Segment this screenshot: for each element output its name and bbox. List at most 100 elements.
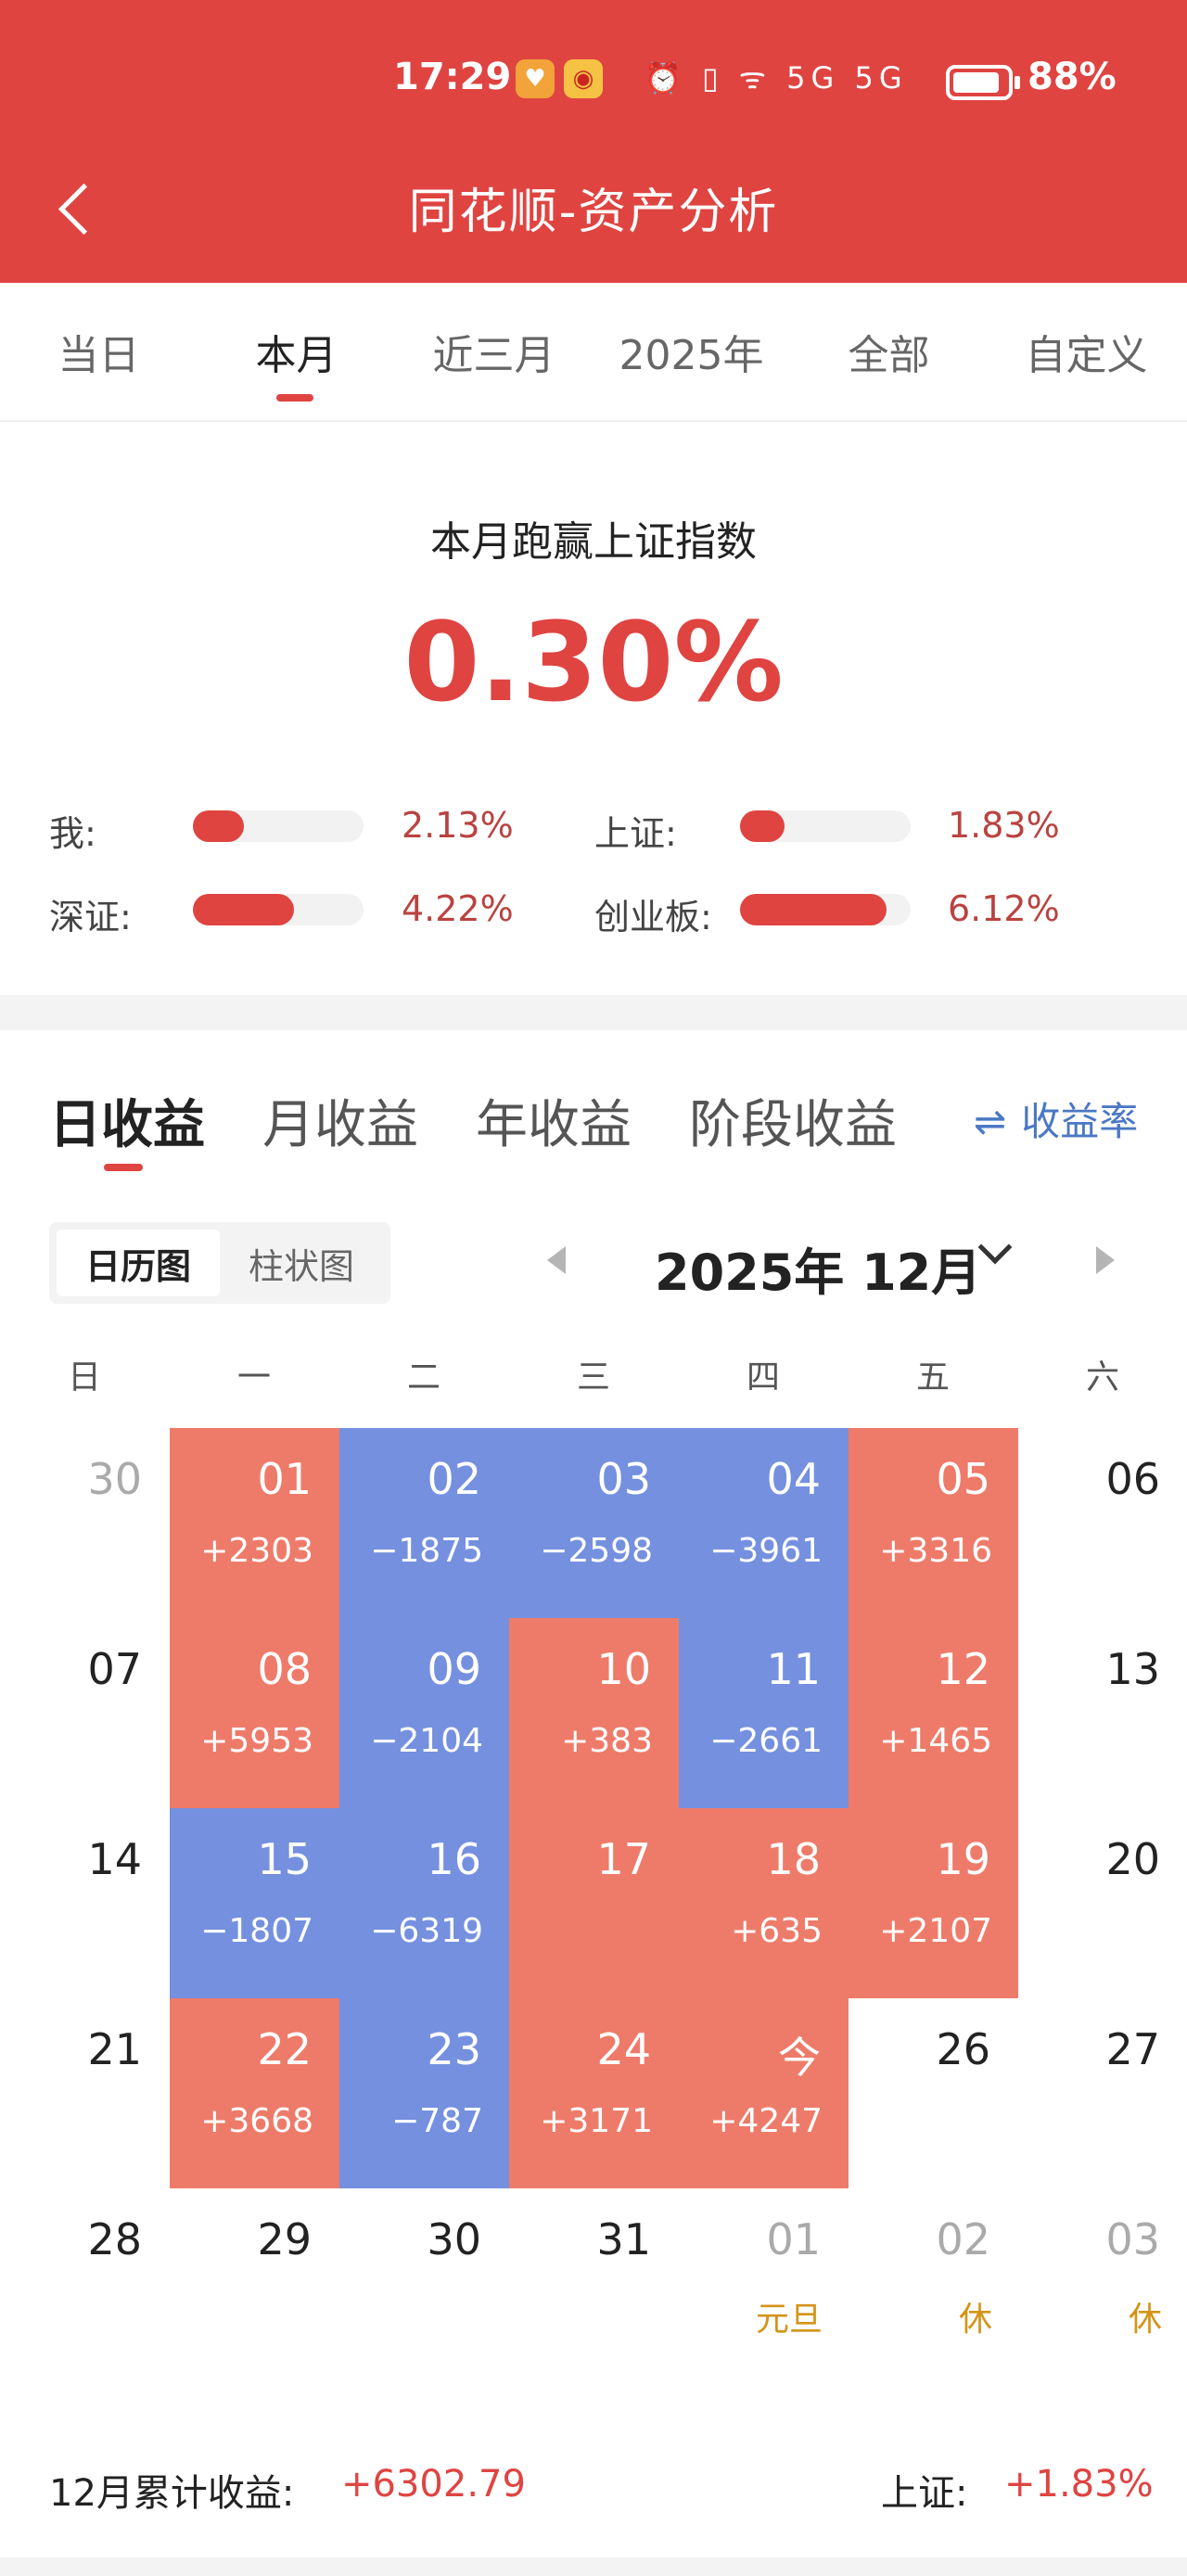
day-number: 03 — [596, 1454, 651, 1504]
day-profit-value: +383 — [561, 1722, 653, 1760]
weekday-mon: 一 — [236, 1358, 271, 1396]
calendar-day-cell[interactable]: 03 −2598 — [509, 1428, 679, 1618]
next-month-icon[interactable] — [1096, 1246, 1115, 1274]
day-number: 10 — [596, 1644, 651, 1694]
tab-stage-income[interactable]: 阶段收益 — [689, 1095, 897, 1155]
calendar-day-cell[interactable]: 03 休 — [1018, 2188, 1187, 2378]
calendar-day-cell[interactable]: 06 — [1018, 1428, 1187, 1618]
compare-label-me: 我: — [49, 813, 96, 854]
calendar-day-cell[interactable]: 02 −1875 — [339, 1428, 509, 1618]
calendar-day-cell[interactable]: 20 — [1018, 1808, 1187, 1998]
calendar-day-cell[interactable]: 07 — [0, 1618, 170, 1808]
calendar-day-cell[interactable]: 24 +3171 — [509, 1998, 679, 2188]
calendar-view-button[interactable]: 日历图 — [57, 1230, 220, 1296]
day-number: 20 — [1105, 1834, 1160, 1884]
day-number: 16 — [427, 1834, 481, 1884]
bar-chart-view-button[interactable]: 柱状图 — [248, 1245, 354, 1287]
month-selector[interactable]: 2025年 12月 — [655, 1243, 982, 1302]
tab-yearly-income[interactable]: 年收益 — [476, 1095, 632, 1155]
compare-value-shenzhen: 4.22% — [402, 888, 514, 929]
view-toggle: 日历图 柱状图 — [49, 1222, 390, 1304]
day-number: 15 — [257, 1834, 312, 1884]
calendar-day-cell[interactable]: 14 — [0, 1808, 170, 1998]
calendar-day-cell[interactable]: 26 — [849, 1998, 1018, 2188]
tab-today[interactable]: 当日 — [57, 332, 140, 379]
chevron-down-icon[interactable] — [977, 1230, 1013, 1265]
day-number: 30 — [87, 1454, 142, 1504]
battery-icon — [946, 65, 1013, 100]
calendar-day-cell[interactable]: 29 — [170, 2188, 339, 2378]
weekday-wed: 三 — [576, 1358, 610, 1396]
day-profit-value: +4247 — [709, 2102, 823, 2140]
weekday-tue: 二 — [406, 1358, 440, 1396]
calendar-day-cell[interactable]: 30 — [339, 2188, 509, 2378]
calendar-day-cell[interactable]: 04 −3961 — [679, 1428, 849, 1618]
calendar-day-cell[interactable]: 19 +2107 — [849, 1808, 1018, 1998]
calendar-day-cell[interactable]: 05 +3316 — [849, 1428, 1018, 1618]
day-profit-value: +2303 — [200, 1532, 313, 1570]
day-number: 12 — [936, 1644, 990, 1694]
day-profit-value: −3961 — [709, 1532, 823, 1570]
beat-value: 0.30% — [403, 598, 784, 726]
tab-monthly-income[interactable]: 月收益 — [262, 1095, 418, 1155]
compare-label-shenzhen: 深证: — [49, 897, 132, 937]
calendar-day-cell[interactable]: 27 — [1018, 1998, 1187, 2188]
calendar-day-cell[interactable]: 23 −787 — [339, 1998, 509, 2188]
status-time: 17:29 — [393, 56, 512, 98]
day-profit-value: +2107 — [879, 1912, 992, 1950]
compare-value-shanghai: 1.83% — [948, 805, 1060, 846]
weekday-thu: 四 — [746, 1358, 780, 1396]
day-number: 26 — [936, 2024, 990, 2074]
calendar-day-cell[interactable]: 30 — [0, 1428, 170, 1618]
day-profit-value: −1807 — [200, 1912, 313, 1950]
calendar-day-cell[interactable]: 11 −2661 — [679, 1618, 849, 1808]
calendar-day-cell[interactable]: 21 — [0, 1998, 170, 2188]
return-rate-link[interactable]: ⇌ 收益率 — [974, 1090, 1138, 1147]
tab-this-month[interactable]: 本月 — [255, 332, 338, 379]
compare-value-me: 2.13% — [402, 805, 514, 846]
heart-app-icon: ♥ — [516, 59, 555, 98]
tab-custom[interactable]: 自定义 — [1025, 332, 1148, 379]
calendar-day-cell[interactable]: 今 +4247 — [679, 1998, 849, 2188]
day-number: 06 — [1105, 1454, 1160, 1504]
weekday-sun: 日 — [67, 1358, 101, 1396]
day-number: 24 — [596, 2024, 651, 2074]
calendar-day-cell[interactable]: 01 +2303 — [170, 1428, 339, 1618]
calendar-day-cell[interactable]: 08 +5953 — [170, 1618, 339, 1808]
weibo-app-icon: ◉ — [564, 59, 603, 98]
compare-label-shanghai: 上证: — [594, 813, 677, 854]
day-number: 08 — [257, 1644, 312, 1694]
active-tab-indicator — [276, 394, 313, 402]
day-profit-value: −787 — [391, 2102, 483, 2140]
calendar-day-cell[interactable]: 02 休 — [849, 2188, 1018, 2378]
day-profit-value: −2104 — [370, 1722, 483, 1760]
day-number: 09 — [427, 1644, 481, 1694]
app-header: 17:29 ♥ ◉ ⏰ ▯ ᯤ 5G 5G 88% 同花顺-资产分析 — [0, 0, 1187, 283]
day-number: 19 — [936, 1834, 990, 1884]
compare-bar-chinext — [740, 894, 911, 925]
calendar-day-cell[interactable]: 28 — [0, 2188, 170, 2378]
tab-all[interactable]: 全部 — [848, 332, 930, 379]
prev-month-icon[interactable] — [547, 1246, 566, 1274]
compare-bar-shanghai — [740, 810, 911, 842]
day-number: 02 — [936, 2214, 990, 2264]
holiday-note: 休 — [958, 2301, 992, 2339]
compare-bar-shenzhen — [193, 894, 364, 925]
calendar-day-cell[interactable]: 09 −2104 — [339, 1618, 509, 1808]
calendar-day-cell[interactable]: 12 +1465 — [849, 1618, 1018, 1808]
day-number: 31 — [596, 2214, 651, 2264]
tab-three-months[interactable]: 近三月 — [432, 332, 555, 379]
calendar-day-cell[interactable]: 16 −6319 — [339, 1808, 509, 1998]
calendar-day-cell[interactable]: 18 +635 — [679, 1808, 849, 1998]
calendar-day-cell[interactable]: 31 — [509, 2188, 679, 2378]
calendar-day-cell[interactable]: 01 元旦 — [679, 2188, 849, 2378]
day-number: 01 — [766, 2214, 821, 2264]
calendar-day-cell[interactable]: 13 — [1018, 1618, 1187, 1808]
tab-daily-income[interactable]: 日收益 — [49, 1095, 205, 1155]
calendar-day-cell[interactable]: 17 — [509, 1808, 679, 1998]
calendar-day-cell[interactable]: 15 −1807 — [170, 1808, 339, 1998]
calendar-day-cell[interactable]: 10 +383 — [509, 1618, 679, 1808]
calendar-day-cell[interactable]: 22 +3668 — [170, 1998, 339, 2188]
status-indicators: ⏰ ▯ ᯤ 5G 5G — [645, 60, 908, 96]
tab-year-2025[interactable]: 2025年 — [619, 332, 764, 379]
